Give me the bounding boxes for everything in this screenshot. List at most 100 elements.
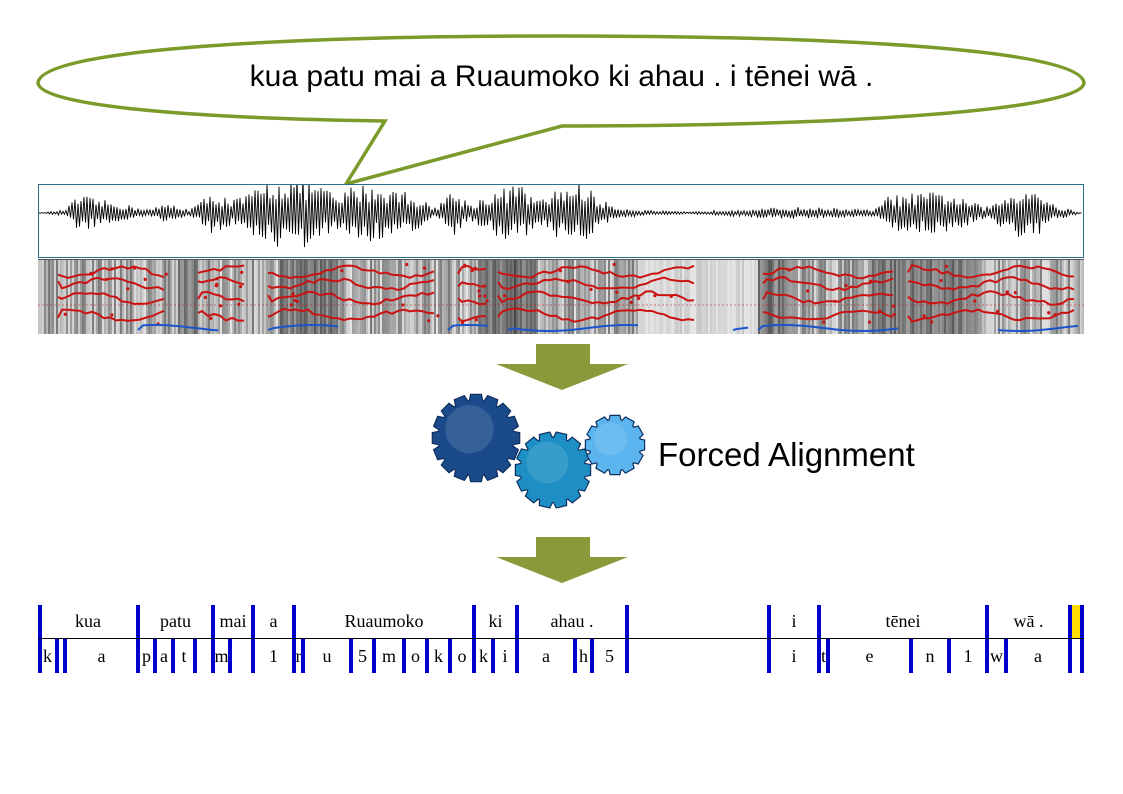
word-boundary[interactable] bbox=[38, 605, 42, 638]
phone-segment: i bbox=[502, 645, 508, 666]
phone-boundary[interactable] bbox=[63, 639, 67, 673]
phone-boundary[interactable] bbox=[301, 639, 305, 673]
word-boundary[interactable] bbox=[292, 605, 296, 638]
word-segment: patu bbox=[160, 611, 191, 631]
phone-segment: t bbox=[820, 645, 826, 666]
phone-boundary[interactable] bbox=[425, 639, 429, 673]
word-boundary[interactable] bbox=[136, 605, 140, 638]
phone-boundary[interactable] bbox=[491, 639, 495, 673]
phone-boundary[interactable] bbox=[826, 639, 830, 673]
phone-segment: 5 bbox=[605, 645, 614, 666]
phone-segment: 1 bbox=[963, 645, 973, 666]
down-arrow-icon bbox=[496, 537, 628, 583]
word-segment: ki bbox=[488, 611, 503, 631]
word-boundary[interactable] bbox=[251, 605, 255, 638]
phone-boundary[interactable] bbox=[1080, 639, 1084, 673]
word-boundary[interactable] bbox=[515, 605, 519, 638]
gears-icon bbox=[431, 393, 646, 509]
spectrogram-panel bbox=[38, 259, 1084, 334]
phone-boundary[interactable] bbox=[1068, 639, 1072, 673]
word-boundary[interactable] bbox=[211, 605, 215, 638]
phone-segment: 1 bbox=[269, 645, 278, 666]
spectrogram bbox=[38, 260, 1084, 334]
phone-segment: a bbox=[1034, 645, 1042, 666]
phone-segment: m bbox=[214, 645, 229, 666]
speech-bubble bbox=[36, 34, 1086, 187]
phone-boundary[interactable] bbox=[193, 639, 197, 673]
phone-boundary[interactable] bbox=[211, 639, 215, 673]
word-boundary[interactable] bbox=[1068, 605, 1072, 638]
phone-segment: o bbox=[411, 645, 420, 666]
phone-boundary[interactable] bbox=[448, 639, 452, 673]
phone-boundary[interactable] bbox=[515, 639, 519, 673]
phone-boundary[interactable] bbox=[228, 639, 232, 673]
phone-segment: i bbox=[791, 645, 797, 666]
phone-boundary[interactable] bbox=[817, 639, 821, 673]
phone-segment: h bbox=[579, 645, 588, 666]
phone-segment: e bbox=[865, 645, 874, 666]
word-tier: kua patu mai a Ruaumoko ki ahau . i tēnei wā . bbox=[38, 605, 1084, 639]
word-segment: ahau . bbox=[550, 611, 594, 631]
gear-light-icon bbox=[584, 414, 646, 476]
phone-segment: 5 bbox=[358, 645, 367, 666]
transcript-text: kua patu mai a Ruaumoko ki ahau . i tēne… bbox=[249, 60, 874, 93]
phone-segment: p bbox=[142, 645, 151, 666]
playback-cursor[interactable] bbox=[1072, 605, 1080, 638]
waveform-panel bbox=[38, 184, 1084, 258]
formant-tracks bbox=[57, 262, 1075, 326]
word-segment: a bbox=[269, 611, 278, 631]
phone-segment: w bbox=[990, 645, 1003, 666]
phone-boundary[interactable] bbox=[153, 639, 157, 673]
phone-segment: a bbox=[542, 645, 550, 666]
phone-segment: o bbox=[457, 645, 467, 666]
speech-bubble-shape bbox=[36, 34, 1086, 187]
word-boundary[interactable] bbox=[817, 605, 821, 638]
pitch-track bbox=[137, 323, 1079, 333]
phone-boundary[interactable] bbox=[472, 639, 476, 673]
phone-boundary[interactable] bbox=[767, 639, 771, 673]
phone-boundary[interactable] bbox=[909, 639, 913, 673]
phone-boundary[interactable] bbox=[625, 639, 629, 673]
phone-boundary[interactable] bbox=[947, 639, 951, 673]
phone-boundary[interactable] bbox=[985, 639, 989, 673]
phone-boundary[interactable] bbox=[590, 639, 594, 673]
phone-segment: u bbox=[322, 645, 332, 666]
word-boundary[interactable] bbox=[767, 605, 771, 638]
phone-segment bbox=[627, 639, 769, 673]
phone-segment: a bbox=[160, 645, 168, 666]
phone-boundary[interactable] bbox=[55, 639, 59, 673]
phone-segment: k bbox=[434, 645, 443, 666]
phone-segment: t bbox=[181, 645, 187, 666]
phone-segment: k bbox=[479, 645, 488, 666]
phone-boundary[interactable] bbox=[573, 639, 577, 673]
word-boundary[interactable] bbox=[1080, 605, 1084, 638]
word-segment bbox=[627, 605, 769, 638]
down-arrow-icon bbox=[496, 344, 628, 390]
phone-boundary[interactable] bbox=[136, 639, 140, 673]
word-segment: tēnei bbox=[885, 611, 921, 631]
gear-dark-icon bbox=[431, 393, 521, 483]
phone-boundary[interactable] bbox=[372, 639, 376, 673]
phone-segment: n bbox=[925, 645, 935, 666]
phone-segment: k bbox=[43, 645, 52, 666]
phone-boundary[interactable] bbox=[38, 639, 42, 673]
phone-boundary[interactable] bbox=[402, 639, 406, 673]
word-boundary[interactable] bbox=[625, 605, 629, 638]
gear-mid-icon bbox=[514, 431, 592, 509]
phone-segment: a bbox=[97, 645, 106, 666]
word-segment: wā . bbox=[1013, 611, 1044, 631]
waveform-trace bbox=[39, 185, 1082, 248]
word-segment: Ruaumoko bbox=[344, 611, 424, 631]
phone-segment: r bbox=[295, 645, 302, 666]
phone-boundary[interactable] bbox=[292, 639, 296, 673]
word-segment: i bbox=[791, 611, 797, 631]
word-boundary[interactable] bbox=[985, 605, 989, 638]
phone-boundary[interactable] bbox=[171, 639, 175, 673]
phone-boundary[interactable] bbox=[251, 639, 255, 673]
word-segment: mai bbox=[219, 611, 247, 631]
phone-boundary[interactable] bbox=[349, 639, 353, 673]
phone-boundary[interactable] bbox=[1004, 639, 1008, 673]
word-boundary[interactable] bbox=[472, 605, 476, 638]
phone-segment bbox=[230, 639, 253, 673]
